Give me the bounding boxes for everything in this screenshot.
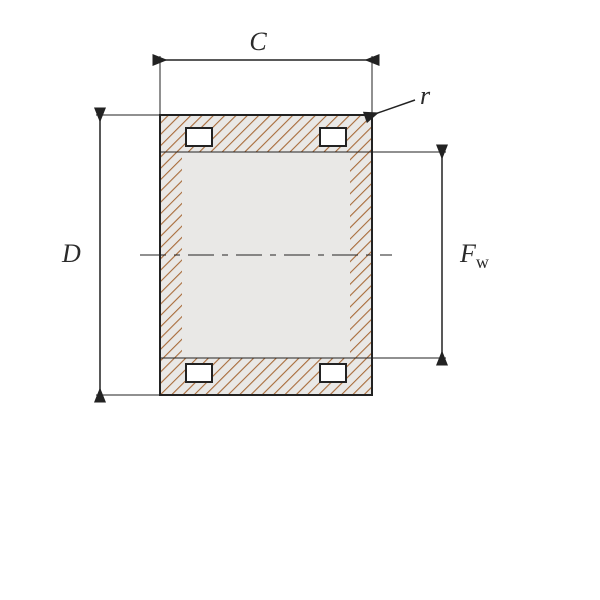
- label-Fw: Fw: [459, 239, 489, 272]
- label-D: D: [61, 239, 81, 268]
- roller-3: [320, 364, 346, 382]
- roller-0: [186, 128, 212, 146]
- label-C: C: [249, 27, 267, 56]
- roller-1: [320, 128, 346, 146]
- label-r: r: [420, 81, 431, 110]
- roller-2: [186, 364, 212, 382]
- dim-r: [372, 100, 415, 115]
- bearing-cross-section: D C Fw r: [0, 0, 600, 600]
